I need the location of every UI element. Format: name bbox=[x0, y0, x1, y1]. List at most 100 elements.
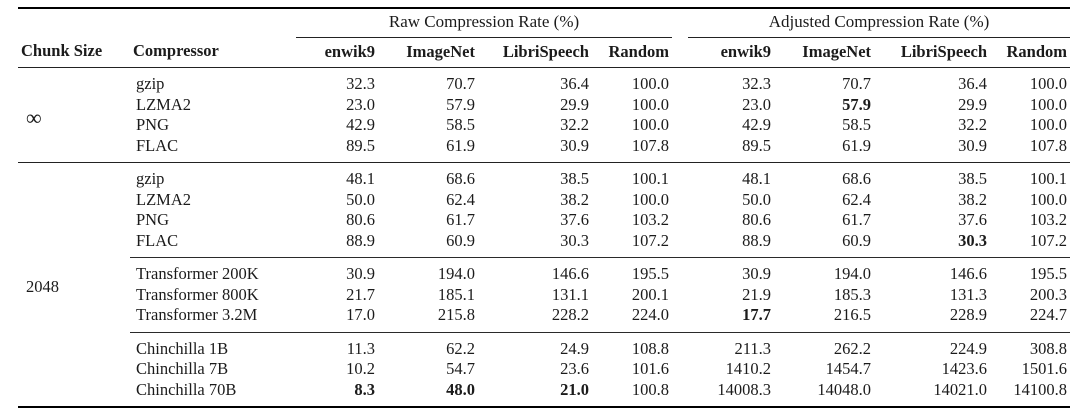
adj-enwik9-cell: 88.9 bbox=[742, 230, 772, 250]
table-row: Chinchilla 70B 8.3 48.0 21.0 100.8 14008.3 140… bbox=[18, 380, 1070, 408]
adj-librispeech-cell: 131.3 bbox=[949, 284, 988, 304]
raw-random-cell: 100.0 bbox=[631, 74, 670, 93]
compressor-cell: PNG bbox=[136, 210, 170, 229]
adj-imagenet-cell: 61.7 bbox=[842, 210, 872, 229]
compressor-cell: PNG bbox=[136, 115, 170, 134]
adj-librispeech-cell: 29.9 bbox=[958, 94, 988, 114]
adj-random-cell: 224.7 bbox=[1029, 305, 1068, 324]
adj-enwik9-cell: 89.5 bbox=[742, 135, 772, 155]
adj-librispeech-cell: 1423.6 bbox=[941, 359, 988, 378]
column-gap bbox=[672, 162, 689, 190]
raw-enwik9-cell: 80.6 bbox=[346, 210, 375, 229]
raw-librispeech-cell: 24.9 bbox=[478, 331, 592, 359]
adj-random-cell: 195.5 bbox=[990, 257, 1071, 285]
chunk-size-cell: ∞ bbox=[26, 105, 42, 130]
adj-random-cell: 100.0 bbox=[1029, 115, 1068, 134]
raw-enwik9-cell: 10.2 bbox=[346, 359, 375, 378]
raw-random-cell: 224.0 bbox=[631, 305, 670, 324]
raw-random-cell: 100.0 bbox=[631, 115, 670, 134]
raw-enwik9-cell: 50.0 bbox=[346, 189, 375, 209]
raw-librispeech-cell: 30.3 bbox=[560, 230, 589, 250]
compressor-cell: gzip bbox=[130, 162, 296, 190]
raw-random-cell: 100.0 bbox=[631, 189, 670, 209]
raw-random-cell: 108.8 bbox=[592, 331, 673, 359]
adj-librispeech-cell: 228.9 bbox=[949, 305, 988, 324]
raw-librispeech-cell: 36.4 bbox=[560, 74, 589, 93]
raw-enwik9-cell: 8.3 bbox=[354, 379, 375, 399]
adj-enwik9-cell: 17.7 bbox=[742, 305, 772, 324]
adj-imagenet-cell: 185.3 bbox=[833, 284, 872, 304]
chunk-size-cell: 2048 bbox=[18, 162, 130, 407]
adj-random-cell: 100.0 bbox=[1029, 74, 1068, 93]
raw-imagenet-cell: 61.9 bbox=[446, 135, 475, 155]
raw-imagenet-cell: 57.9 bbox=[446, 94, 475, 114]
adj-enwik9-cell: 42.9 bbox=[742, 115, 772, 134]
compressor-cell: Chinchilla 1B bbox=[130, 331, 296, 359]
column-gap bbox=[672, 359, 688, 380]
raw-librispeech-cell: 32.2 bbox=[560, 115, 589, 134]
col-header-compressor: Compressor bbox=[130, 37, 296, 68]
table-row: LZMA2 50.0 62.4 38.2 100.0 50.0 62.4 38.2 100.0 bbox=[18, 190, 1070, 211]
raw-imagenet-cell: 61.7 bbox=[446, 210, 475, 229]
raw-imagenet-cell: 60.9 bbox=[446, 230, 475, 250]
col-header-random-raw: Random bbox=[592, 37, 673, 68]
raw-librispeech-cell: 29.9 bbox=[560, 94, 589, 114]
compressor-cell: Chinchilla 70B bbox=[136, 379, 237, 399]
compressor-cell: LZMA2 bbox=[136, 189, 191, 209]
raw-imagenet-cell: 58.5 bbox=[446, 115, 475, 134]
adj-enwik9-cell: 1410.2 bbox=[725, 359, 772, 378]
adj-imagenet-cell: 216.5 bbox=[833, 305, 872, 324]
raw-librispeech-cell: 37.6 bbox=[560, 210, 589, 229]
adj-imagenet-cell: 68.6 bbox=[774, 162, 875, 190]
raw-random-cell: 107.8 bbox=[631, 135, 670, 155]
adj-imagenet-cell: 70.7 bbox=[842, 74, 872, 93]
adj-random-cell: 14100.8 bbox=[1013, 379, 1068, 399]
col-header-enwik9-adjusted: enwik9 bbox=[688, 37, 775, 68]
adj-enwik9-cell: 48.1 bbox=[688, 162, 775, 190]
adj-imagenet-cell: 194.0 bbox=[774, 257, 875, 285]
table-row: Chinchilla 1B 11.3 62.2 24.9 108.8 211.3 262.2… bbox=[18, 331, 1071, 359]
adj-imagenet-cell: 61.9 bbox=[842, 135, 872, 155]
col-header-imagenet-raw: ImageNet bbox=[378, 37, 478, 68]
raw-librispeech-cell: 228.2 bbox=[551, 305, 589, 324]
raw-librispeech-cell: 131.1 bbox=[551, 284, 589, 304]
table-row: Transformer 3.2M 17.0 215.8 228.2 224.0 17.7 2… bbox=[18, 305, 1070, 332]
raw-imagenet-cell: 54.7 bbox=[446, 359, 475, 378]
adj-random-cell: 100.1 bbox=[990, 162, 1071, 190]
group-header-adjusted: Adjusted Compression Rate (%) bbox=[688, 8, 1071, 38]
adj-enwik9-cell: 50.0 bbox=[742, 189, 772, 209]
adj-librispeech-cell: 146.6 bbox=[874, 257, 991, 285]
column-gap bbox=[672, 231, 688, 258]
adj-enwik9-cell: 32.3 bbox=[742, 74, 772, 93]
adj-random-cell: 100.0 bbox=[1029, 189, 1068, 209]
raw-imagenet-cell: 215.8 bbox=[437, 305, 475, 324]
table-body: ∞ gzip 32.3 70.7 36.4 100.0 32.3 70.7 36.4 100.0 L… bbox=[18, 68, 1071, 408]
raw-enwik9-cell: 23.0 bbox=[346, 94, 375, 114]
column-gap bbox=[672, 95, 688, 116]
adj-librispeech-cell: 224.9 bbox=[874, 331, 991, 359]
table-row: Transformer 800K 21.7 185.1 131.1 200.1 21.9 1… bbox=[18, 285, 1070, 306]
raw-random-cell: 100.8 bbox=[631, 379, 670, 399]
raw-random-cell: 103.2 bbox=[631, 210, 670, 229]
raw-random-cell: 100.0 bbox=[631, 94, 670, 114]
table-row: LZMA2 23.0 57.9 29.9 100.0 23.0 57.9 29.9 100.0 bbox=[18, 95, 1070, 116]
raw-enwik9-cell: 89.5 bbox=[346, 135, 375, 155]
table-row: FLAC 89.5 61.9 30.9 107.8 89.5 61.9 30.9 107.8 bbox=[18, 136, 1070, 163]
adj-imagenet-cell: 58.5 bbox=[842, 115, 872, 134]
compressor-cell: Chinchilla 7B bbox=[136, 359, 229, 378]
adj-random-cell: 308.8 bbox=[990, 331, 1071, 359]
raw-random-cell: 101.6 bbox=[631, 359, 670, 378]
table-row: Chinchilla 7B 10.2 54.7 23.6 101.6 1410.2 1454… bbox=[18, 359, 1070, 380]
raw-imagenet-cell: 62.4 bbox=[446, 189, 475, 209]
raw-imagenet-cell: 62.2 bbox=[378, 331, 478, 359]
adj-enwik9-cell: 30.9 bbox=[688, 257, 775, 285]
raw-librispeech-cell: 21.0 bbox=[560, 379, 589, 399]
group-header-empty bbox=[18, 8, 296, 37]
adj-enwik9-cell: 21.9 bbox=[742, 284, 772, 304]
adj-librispeech-cell: 14021.0 bbox=[933, 379, 988, 399]
raw-random-cell: 200.1 bbox=[631, 284, 670, 304]
adj-enwik9-cell: 80.6 bbox=[742, 210, 772, 229]
table-row: PNG 80.6 61.7 37.6 103.2 80.6 61.7 37.6 103.2 bbox=[18, 210, 1070, 231]
compressor-cell: FLAC bbox=[136, 135, 179, 155]
adj-random-cell: 103.2 bbox=[1029, 210, 1068, 229]
